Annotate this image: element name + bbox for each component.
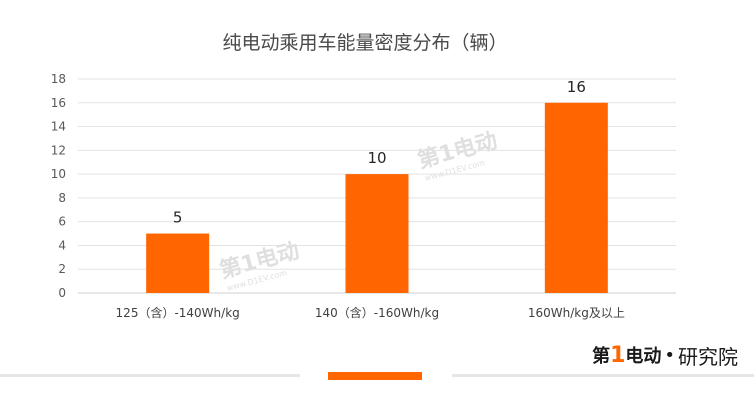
y-tick-label: 12 [51, 143, 66, 157]
bars [146, 102, 608, 294]
bar-value-label: 16 [567, 78, 586, 96]
bar [544, 102, 608, 294]
y-axis-ticks: 0 2 4 6 8 10 12 14 16 18 [51, 72, 66, 300]
brand-separator: • [664, 344, 675, 366]
x-category-label: 160Wh/kg及以上 [528, 306, 625, 320]
watermark-logo: 第1电动 www.D1EV.com [415, 128, 500, 183]
y-tick-label: 8 [58, 191, 66, 205]
y-tick-label: 10 [51, 167, 66, 181]
x-axis-categories: 125（含）-140Wh/kg 140（含）-160Wh/kg 160Wh/kg及以… [116, 305, 625, 320]
footer-accent-bar [328, 372, 422, 380]
y-tick-label: 4 [58, 238, 66, 252]
y-tick-label: 2 [58, 262, 66, 276]
bar-value-label: 5 [173, 209, 183, 227]
data-labels: 5 10 16 [173, 78, 586, 227]
y-tick-label: 6 [58, 215, 66, 229]
bar [345, 174, 409, 293]
y-tick-label: 16 [51, 96, 66, 110]
x-category-label: 125（含）-140Wh/kg [116, 305, 240, 320]
watermark-logo: 第1电动 www.D1EV.com [217, 238, 302, 293]
brand-logo-mark: 第1电动 [592, 343, 662, 368]
footer-divider-left [0, 374, 300, 377]
y-tick-label: 0 [58, 286, 66, 300]
bar-chart: 纯电动乘用车能量密度分布（辆） 第1电动 www.D1EV.com 第1电动 w… [51, 32, 676, 320]
brand-logo: 第1电动 • 研究院 [592, 341, 738, 369]
y-tick-label: 18 [51, 72, 66, 86]
bar-value-label: 10 [367, 149, 386, 167]
chart-title: 纯电动乘用车能量密度分布（辆） [222, 32, 507, 54]
brand-unit-name: 研究院 [678, 344, 738, 369]
footer-divider-right [452, 374, 754, 377]
y-tick-label: 14 [51, 120, 66, 134]
x-category-label: 140（含）-160Wh/kg [315, 305, 439, 320]
bar [146, 233, 210, 293]
